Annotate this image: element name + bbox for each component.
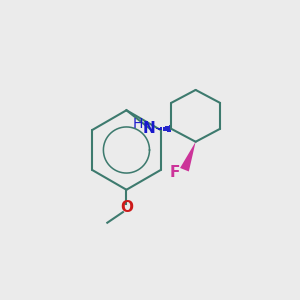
Text: F: F — [170, 165, 180, 180]
Polygon shape — [180, 142, 196, 172]
Text: O: O — [120, 200, 133, 215]
Text: H: H — [132, 117, 143, 131]
Text: N: N — [142, 121, 155, 136]
